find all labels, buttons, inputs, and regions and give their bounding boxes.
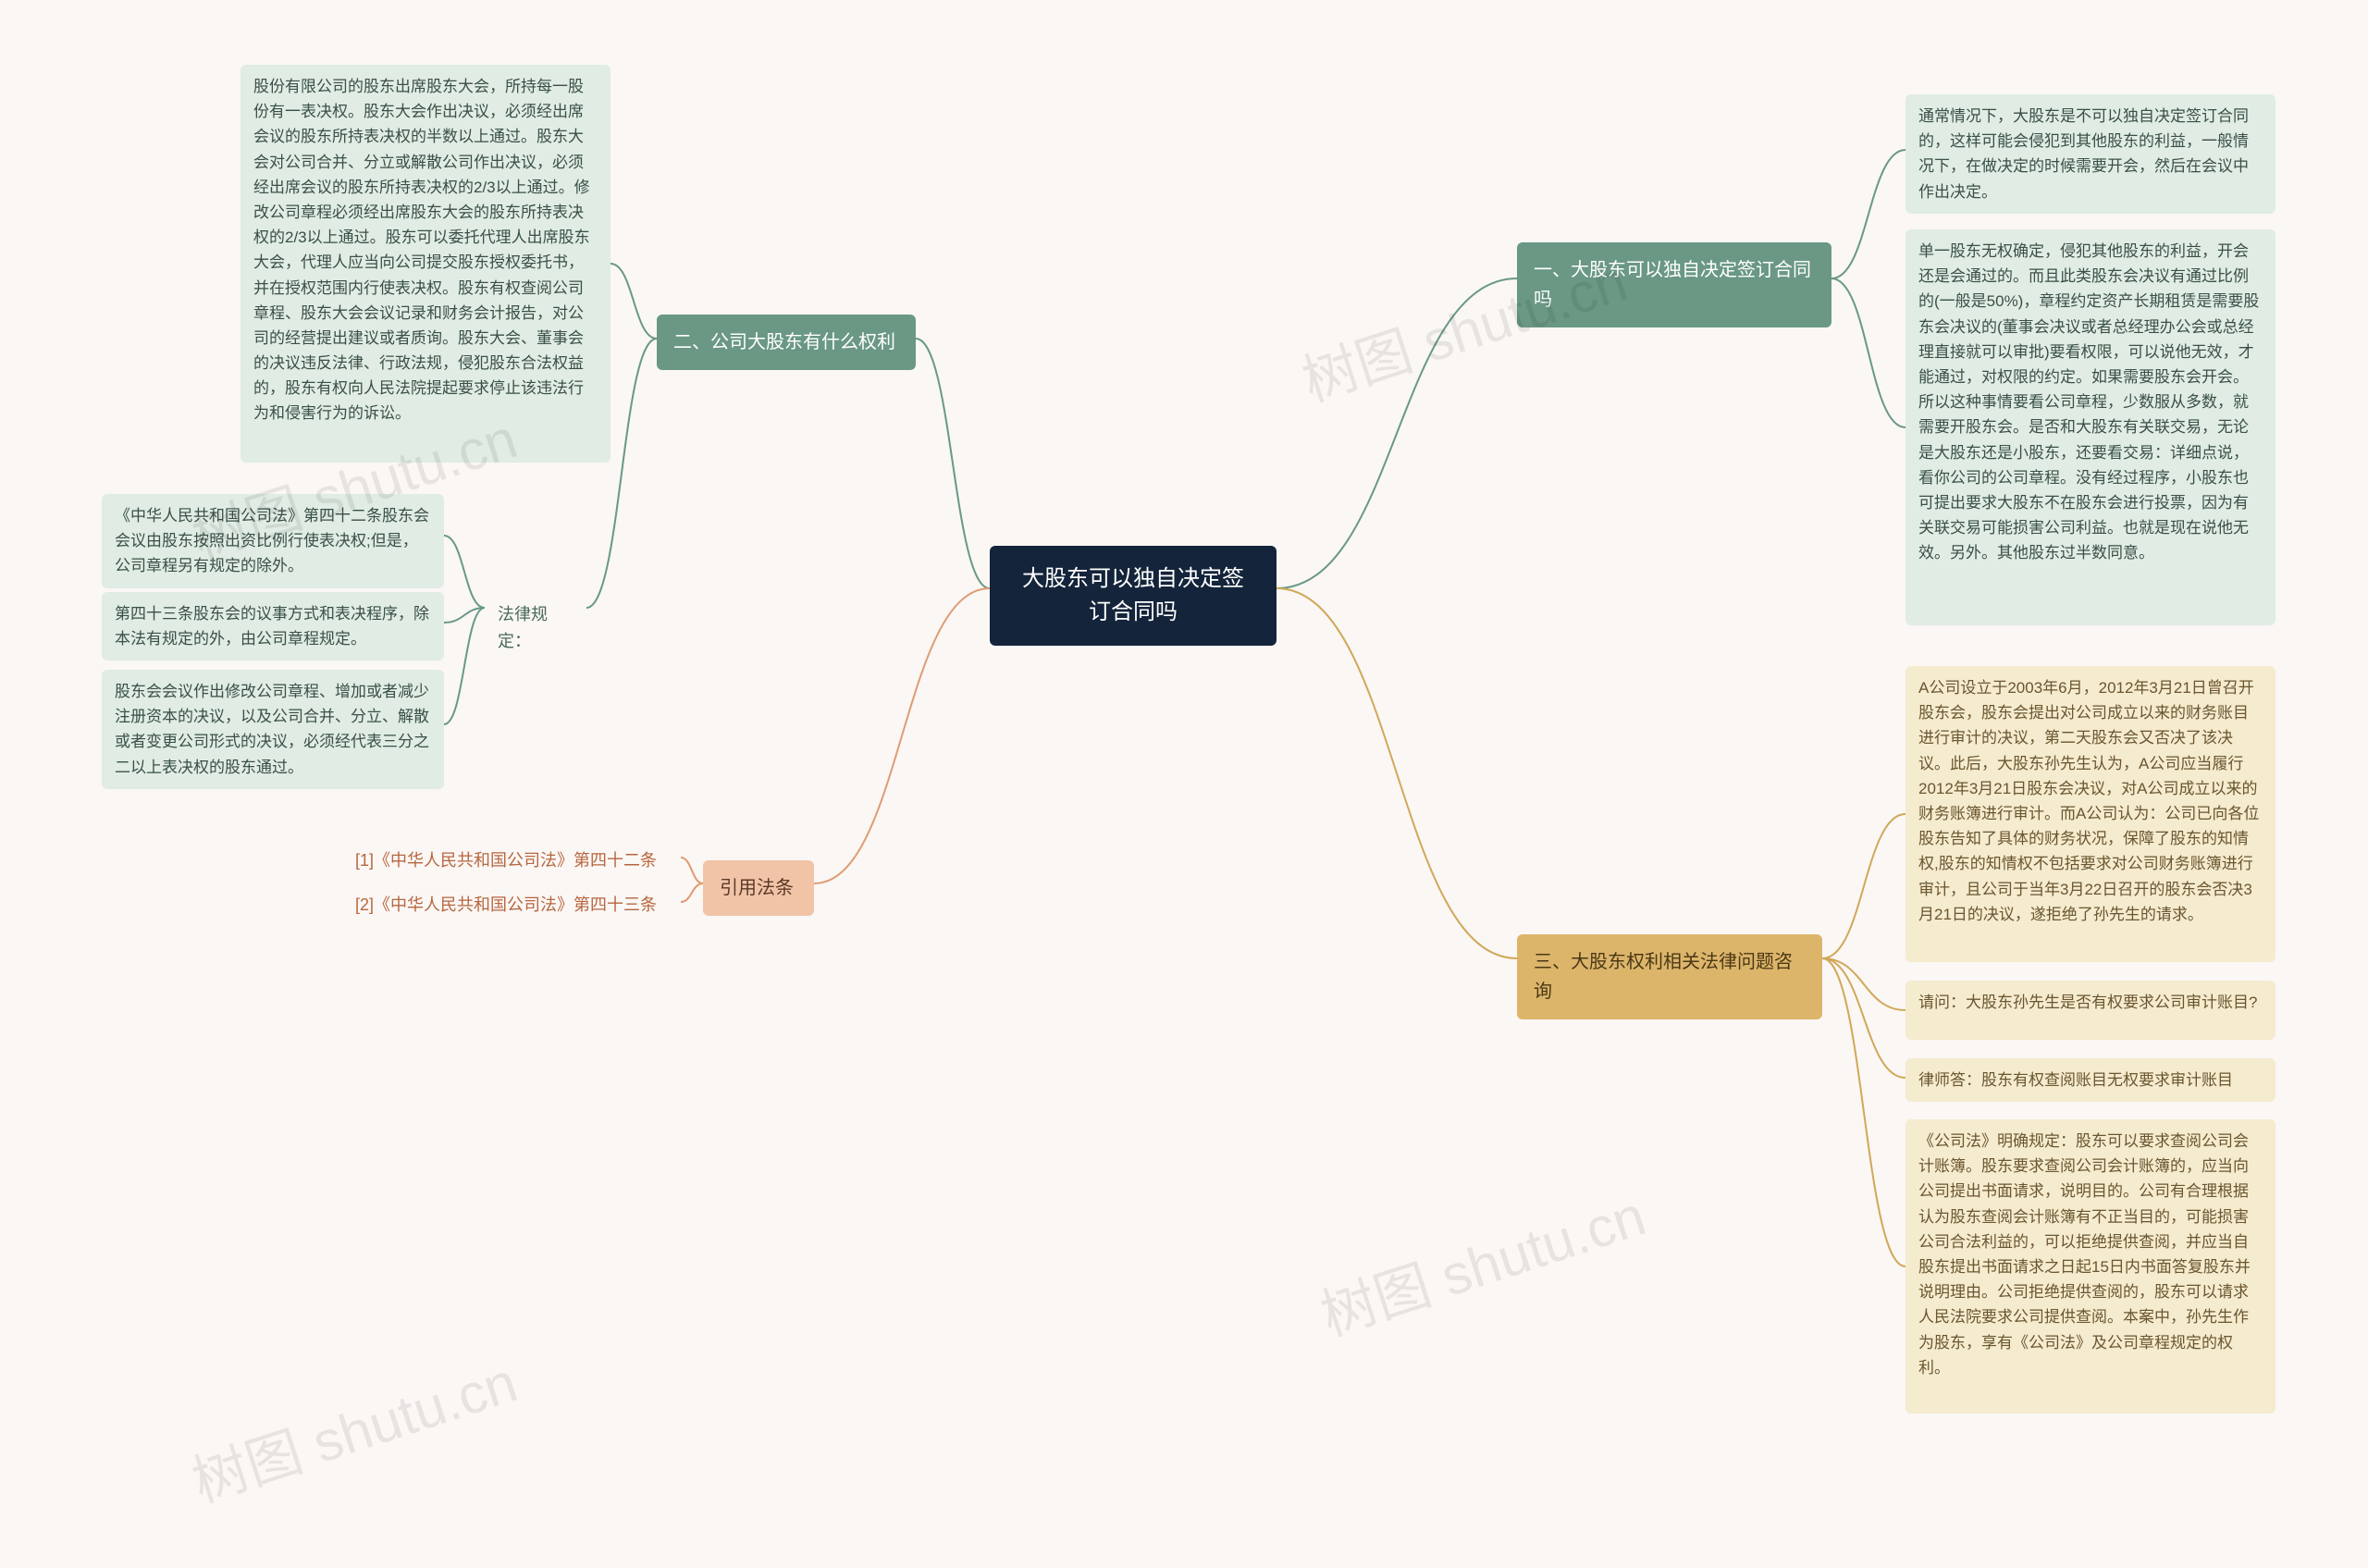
branch-law: 法律规定：: [485, 592, 586, 664]
watermark: 树图 shutu.cn: [1309, 1171, 1654, 1352]
leaf-cite_2: [2]《中华人民共和国公司法》第四十三条: [348, 888, 681, 922]
leaf-b1_2: 单一股东无权确定，侵犯其他股东的利益，开会还是会通过的。而且此类股东会决议有通过…: [1906, 229, 2276, 625]
leaf-b3_2: 请问：大股东孙先生是否有权要求公司审计账目?: [1906, 981, 2276, 1040]
leaf-law_1: 《中华人民共和国公司法》第四十二条股东会会议由股东按照出资比例行使表决权;但是，…: [102, 494, 444, 588]
branch-b3: 三、大股东权利相关法律问题咨询: [1517, 934, 1822, 1019]
leaf-b3_4: 《公司法》明确规定：股东可以要求查阅公司会计账簿。股东要求查阅公司会计账簿的，应…: [1906, 1119, 2276, 1414]
watermark: 树图 shutu.cn: [180, 1338, 525, 1518]
branch-b1: 一、大股东可以独自决定签订合同吗: [1517, 242, 1832, 327]
branch-b2: 二、公司大股东有什么权利: [657, 315, 916, 370]
root-node: 大股东可以独自决定签订合同吗: [990, 546, 1276, 646]
leaf-law_2: 第四十三条股东会的议事方式和表决程序，除本法有规定的外，由公司章程规定。: [102, 592, 444, 661]
branch-cite: 引用法条: [703, 860, 814, 916]
leaf-cite_1: [1]《中华人民共和国公司法》第四十二条: [348, 844, 681, 878]
leaf-law_3: 股东会会议作出修改公司章程、增加或者减少注册资本的决议，以及公司合并、分立、解散…: [102, 670, 444, 789]
leaf-b1_1: 通常情况下，大股东是不可以独自决定签订合同的，这样可能会侵犯到其他股东的利益，一…: [1906, 94, 2276, 214]
leaf-b3_3: 律师答：股东有权查阅账目无权要求审计账目: [1906, 1058, 2276, 1102]
leaf-b2_1: 股份有限公司的股东出席股东大会，所持每一股份有一表决权。股东大会作出决议，必须经…: [240, 65, 610, 463]
leaf-b3_1: A公司设立于2003年6月，2012年3月21日曾召开股东会，股东会提出对公司成…: [1906, 666, 2276, 962]
